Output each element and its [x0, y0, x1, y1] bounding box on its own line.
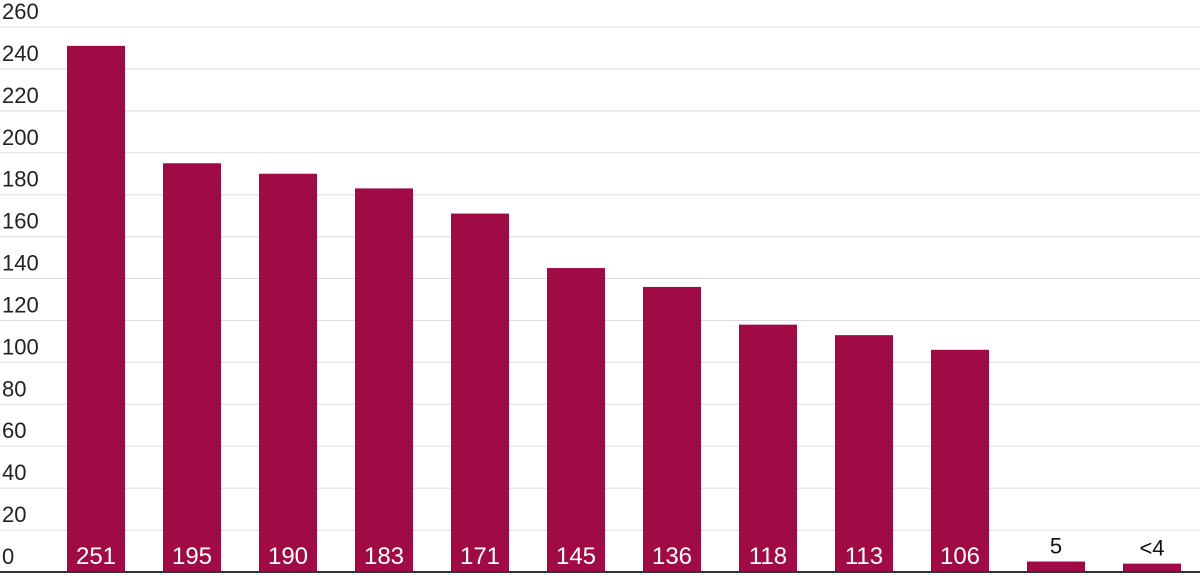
data-label: 145	[556, 543, 596, 570]
data-label: <4	[1139, 536, 1164, 561]
data-label: 113	[845, 543, 883, 570]
y-tick-label: 0	[2, 544, 14, 569]
y-tick-label: 220	[2, 83, 39, 108]
y-tick-label: 240	[2, 41, 39, 66]
y-tick-label: 100	[2, 334, 39, 359]
bar	[931, 349, 989, 572]
y-tick-label: 140	[2, 251, 39, 276]
bar	[355, 188, 413, 572]
y-tick-label: 260	[2, 0, 39, 24]
y-axis-ticks: 0 20 40 60 80 100 120 140 160 180 200 220 240 260	[2, 0, 39, 569]
y-tick-label: 200	[2, 125, 39, 150]
data-label: 195	[172, 543, 212, 570]
bar	[1027, 561, 1085, 572]
data-label: 171	[460, 543, 500, 570]
bar	[547, 268, 605, 572]
data-label: 118	[749, 543, 787, 570]
data-label: 5	[1050, 534, 1062, 559]
bar	[835, 335, 893, 572]
data-labels: 251 195 190 183 171 145 136 118 113 106 5 <4	[76, 534, 1165, 570]
bars	[67, 45, 1181, 573]
bar	[259, 173, 317, 572]
y-tick-label: 120	[2, 292, 39, 317]
y-tick-label: 40	[2, 460, 26, 485]
bar	[163, 163, 221, 572]
y-tick-label: 80	[2, 376, 26, 401]
bar	[1123, 563, 1181, 572]
y-tick-label: 160	[2, 209, 39, 234]
bar	[67, 45, 125, 573]
data-label: 106	[940, 543, 980, 570]
y-tick-label: 20	[2, 502, 26, 527]
data-label: 183	[364, 543, 404, 570]
bar	[739, 324, 797, 572]
bar	[451, 213, 509, 573]
data-label: 136	[652, 543, 692, 570]
data-label: 190	[268, 543, 308, 570]
bar	[643, 286, 701, 572]
y-tick-label: 60	[2, 418, 26, 443]
data-label: 251	[76, 543, 116, 570]
y-tick-label: 180	[2, 167, 39, 192]
